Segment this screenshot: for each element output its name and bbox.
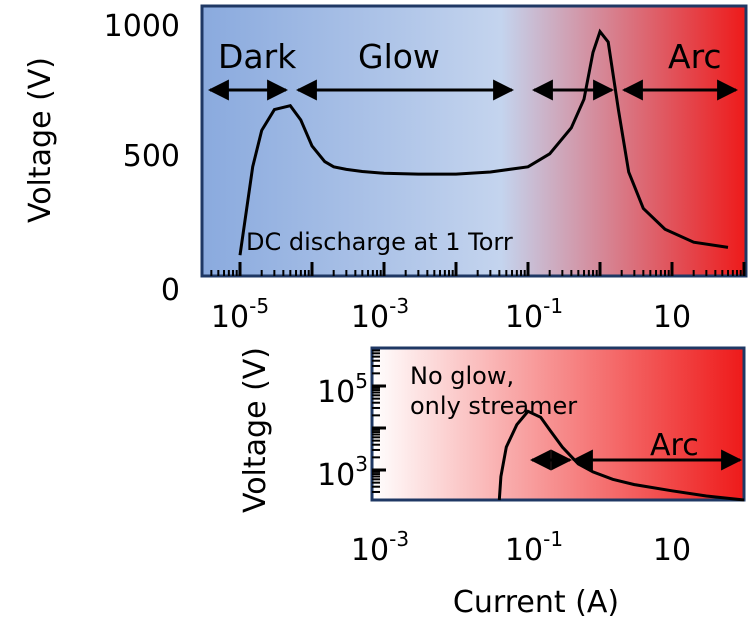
bottom-y-minor-ticks (372, 349, 386, 493)
top-series-line (238, 28, 729, 256)
bottom-annotation-line2: only streamer (410, 392, 577, 420)
bottom-ytick-1e3-base: 10 (317, 458, 355, 493)
bottom-series-line (497, 409, 745, 502)
top-xtick-1e-5-base: 10 (211, 300, 249, 335)
bottom-ytick-1e5-exp: 5 (355, 369, 368, 393)
bottom-ytick-1e3-exp: 3 (355, 452, 368, 476)
bottom-xlabel: Current (A) (453, 585, 619, 620)
top-xtick-1e-5: 10-5 (211, 294, 269, 335)
top-plot-area (200, 4, 748, 278)
bottom-xtick-1e-1: 10-1 (505, 527, 563, 568)
bottom-xtick-1e-3-base: 10 (351, 533, 389, 568)
bottom-ytick-1e5-base: 10 (317, 375, 355, 410)
bottom-ytick-1e5: 105 (317, 369, 368, 410)
bottom-xtick-1e-3: 10-3 (351, 527, 409, 568)
region-label-dark: Dark (218, 37, 297, 76)
top-ytick-1000: 1000 (104, 9, 180, 44)
top-x-minor-ticks (210, 262, 746, 276)
bottom-xtick-10: 10 (653, 533, 691, 568)
bottom-xtick-1e-1-base: 10 (505, 533, 543, 568)
top-xtick-1e-3-exp: -3 (389, 294, 409, 318)
top-ytick-500: 500 (123, 139, 180, 174)
bottom-annotation-line1: No glow, (410, 362, 514, 390)
top-annotation: DC discharge at 1 Torr (246, 228, 513, 256)
top-xtick-1e-1-base: 10 (505, 300, 543, 335)
top-ytick-0: 0 (161, 273, 180, 308)
bottom-region-label-arc: Arc (650, 428, 699, 463)
top-xtick-1e-5-exp: -5 (249, 294, 269, 318)
top-xtick-1e-1-exp: -1 (543, 294, 563, 318)
region-label-glow: Glow (358, 37, 440, 76)
top-xtick-10-base: 10 (653, 300, 691, 335)
region-label-arc: Arc (668, 37, 722, 76)
top-xtick-1e-3: 10-3 (351, 294, 409, 335)
top-xtick-1e-1: 10-1 (505, 294, 563, 335)
bottom-xtick-1e-3-exp: -3 (389, 527, 409, 551)
bottom-ylabel: Voltage (V) (238, 347, 273, 513)
bottom-plot-area (370, 346, 746, 502)
top-xtick-1e-3-base: 10 (351, 300, 389, 335)
bottom-xtick-1e-1-exp: -1 (543, 527, 563, 551)
top-ylabel: Voltage (V) (23, 57, 58, 223)
bottom-panel: No glow, only streamer Arc 105 103 Volta… (238, 346, 746, 620)
top-panel: Dark Glow Arc DC discharge at 1 Torr 100… (23, 4, 748, 335)
bottom-xtick-10-base: 10 (653, 533, 691, 568)
bottom-ytick-1e3: 103 (317, 452, 368, 493)
top-xtick-10: 10 (653, 300, 691, 335)
